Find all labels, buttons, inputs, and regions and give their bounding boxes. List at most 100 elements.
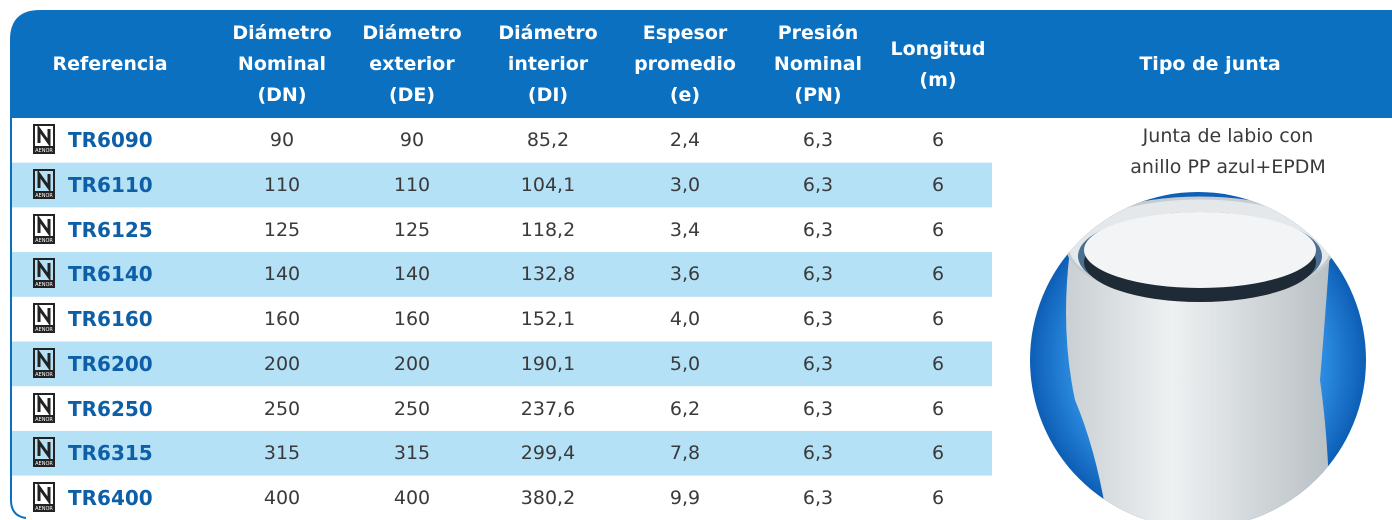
certification-label: AENOR — [33, 461, 55, 467]
cell-value: 6,3 — [803, 129, 833, 151]
column-header: Diámetro — [498, 22, 597, 44]
certification-icon: AENOR — [33, 348, 55, 378]
reference: TR6110 — [68, 173, 153, 197]
certification-label: AENOR — [33, 417, 55, 423]
column-header: Presión — [778, 22, 859, 44]
cell-value: 6,3 — [803, 487, 833, 509]
reference: TR6200 — [68, 352, 153, 376]
cell-value: 3,4 — [670, 219, 700, 241]
cell-value: 6,3 — [803, 398, 833, 420]
n-logo — [33, 214, 55, 238]
certification-icon: AENOR — [33, 482, 55, 512]
cell-value: 160 — [264, 308, 300, 330]
row-stripe — [12, 431, 992, 476]
column-header: Espesor — [643, 22, 728, 44]
column-header: Nominal — [774, 53, 862, 75]
certification-label: AENOR — [33, 148, 55, 154]
cell-value: 6,3 — [803, 219, 833, 241]
column-header: exterior — [369, 53, 454, 75]
cell-value: 6,3 — [803, 442, 833, 464]
cell-value: 7,8 — [670, 442, 700, 464]
row-stripe — [12, 252, 992, 297]
cell-value: 90 — [400, 129, 424, 151]
cell-value: 6,2 — [670, 398, 700, 420]
row-stripe — [12, 342, 992, 387]
cell-value: 152,1 — [521, 308, 575, 330]
certification-icon: AENOR — [33, 258, 55, 288]
column-header: (DI) — [528, 84, 568, 106]
n-logo — [33, 169, 55, 193]
cell-value: 6 — [932, 174, 944, 196]
reference: TR6400 — [68, 486, 153, 510]
certification-icon: AENOR — [33, 303, 55, 333]
cell-value: 400 — [394, 487, 430, 509]
n-logo — [33, 258, 55, 282]
n-logo — [33, 437, 55, 461]
cell-value: 110 — [394, 174, 430, 196]
cell-value: 6 — [932, 129, 944, 151]
cell-value: 140 — [264, 263, 300, 285]
column-header: Diámetro — [362, 22, 461, 44]
cell-value: 6,3 — [803, 174, 833, 196]
cell-value: 299,4 — [521, 442, 575, 464]
column-header: promedio — [634, 53, 736, 75]
certification-icon: AENOR — [33, 169, 55, 199]
reference: TR6090 — [68, 128, 153, 152]
page: ReferenciaDiámetroNominal(DN)Diámetroext… — [0, 0, 1392, 520]
cell-value: 9,9 — [670, 487, 700, 509]
certification-icon: AENOR — [33, 124, 55, 154]
certification-icon: AENOR — [33, 437, 55, 467]
cell-value: 132,8 — [521, 263, 575, 285]
reference: TR6315 — [68, 441, 153, 465]
n-logo — [33, 393, 55, 417]
reference: TR6250 — [68, 397, 153, 421]
cell-value: 315 — [264, 442, 300, 464]
cell-value: 140 — [394, 263, 430, 285]
column-header: interior — [508, 53, 588, 75]
column-header: (m) — [919, 69, 956, 91]
cell-value: 6 — [932, 487, 944, 509]
cell-value: 5,0 — [670, 353, 700, 375]
cell-value: 6 — [932, 398, 944, 420]
cell-value: 6,3 — [803, 353, 833, 375]
cell-value: 125 — [394, 219, 430, 241]
cell-value: 3,0 — [670, 174, 700, 196]
cell-value: 6 — [932, 263, 944, 285]
certification-label: AENOR — [33, 282, 55, 288]
cell-value: 6 — [932, 353, 944, 375]
cell-value: 6 — [932, 308, 944, 330]
column-header: (DE) — [389, 84, 435, 106]
n-logo — [33, 303, 55, 327]
cell-value: 237,6 — [521, 398, 575, 420]
certification-label: AENOR — [33, 193, 55, 199]
joint-description: anillo PP azul+EPDM — [1130, 156, 1325, 178]
n-logo — [33, 482, 55, 506]
certification-label: AENOR — [33, 372, 55, 378]
cell-value: 6,3 — [803, 263, 833, 285]
cell-value: 400 — [264, 487, 300, 509]
certification-icon: AENOR — [33, 214, 55, 244]
cell-value: 190,1 — [521, 353, 575, 375]
row-stripe — [12, 163, 992, 208]
cell-value: 200 — [264, 353, 300, 375]
cell-value: 2,4 — [670, 129, 700, 151]
n-logo — [33, 348, 55, 372]
reference: TR6140 — [68, 262, 153, 286]
column-header: Tipo de junta — [1139, 53, 1280, 75]
cell-value: 85,2 — [527, 129, 569, 151]
column-header: Nominal — [238, 53, 326, 75]
product-photo — [1030, 192, 1366, 520]
certification-label: AENOR — [33, 327, 55, 333]
column-header: (PN) — [794, 84, 841, 106]
cell-value: 6 — [932, 219, 944, 241]
certification-label: AENOR — [33, 238, 55, 244]
column-header: Diámetro — [232, 22, 331, 44]
joint-description: Junta de labio con — [1143, 125, 1314, 147]
cell-value: 90 — [270, 129, 294, 151]
cell-value: 3,6 — [670, 263, 700, 285]
n-logo — [33, 124, 55, 148]
cell-value: 104,1 — [521, 174, 575, 196]
cell-value: 250 — [264, 398, 300, 420]
cell-value: 380,2 — [521, 487, 575, 509]
certification-icon: AENOR — [33, 393, 55, 423]
